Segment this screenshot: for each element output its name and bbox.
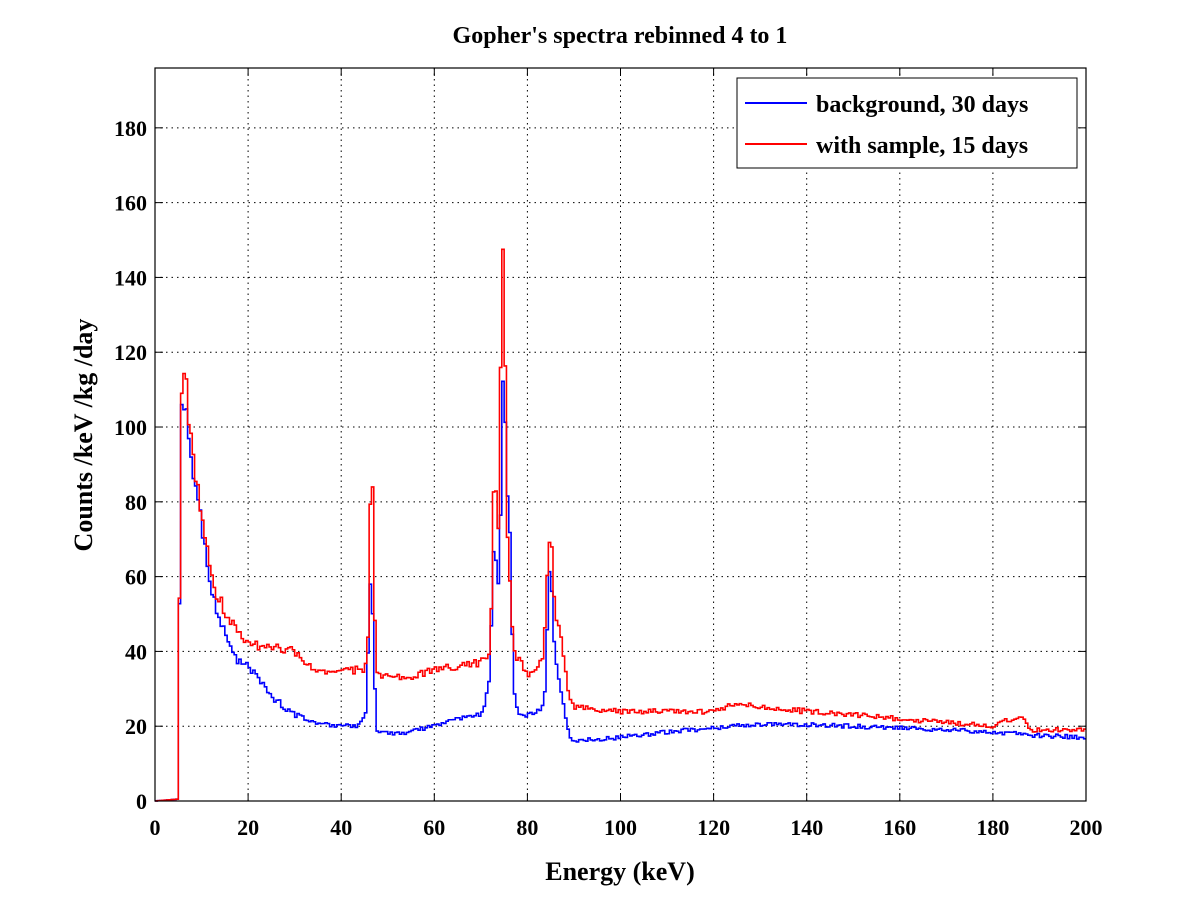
- legend-label-background: background, 30 days: [816, 92, 1028, 118]
- y-tick-label: 100: [114, 415, 147, 440]
- chart-title: Gopher's spectra rebinned 4 to 1: [453, 23, 788, 49]
- x-tick-label: 200: [1070, 815, 1103, 840]
- y-tick-label: 0: [136, 789, 147, 814]
- x-tick-label: 60: [423, 815, 445, 840]
- y-tick-label: 180: [114, 116, 147, 141]
- plot-area: [155, 68, 1086, 801]
- y-tick-label: 160: [114, 191, 147, 216]
- y-tick-label: 140: [114, 265, 147, 290]
- x-tick-label: 0: [150, 815, 161, 840]
- y-tick-label: 20: [125, 714, 147, 739]
- x-tick-label: 100: [604, 815, 637, 840]
- y-tick-label: 80: [125, 490, 147, 515]
- x-tick-label: 160: [883, 815, 916, 840]
- y-tick-label: 40: [125, 639, 147, 664]
- x-axis-label: Energy (keV): [545, 857, 694, 886]
- x-tick-label: 140: [790, 815, 823, 840]
- x-tick-label: 40: [330, 815, 352, 840]
- x-tick-label: 120: [697, 815, 730, 840]
- y-tick-label: 120: [114, 340, 147, 365]
- legend-label-with-sample: with sample, 15 days: [816, 133, 1028, 159]
- legend: background, 30 days with sample, 15 days: [737, 78, 1077, 168]
- x-tick-label: 20: [237, 815, 259, 840]
- x-tick-label: 80: [516, 815, 538, 840]
- x-tick-label: 180: [976, 815, 1009, 840]
- y-axis-label: Counts /keV /kg /day: [69, 319, 98, 552]
- y-tick-label: 60: [125, 565, 147, 590]
